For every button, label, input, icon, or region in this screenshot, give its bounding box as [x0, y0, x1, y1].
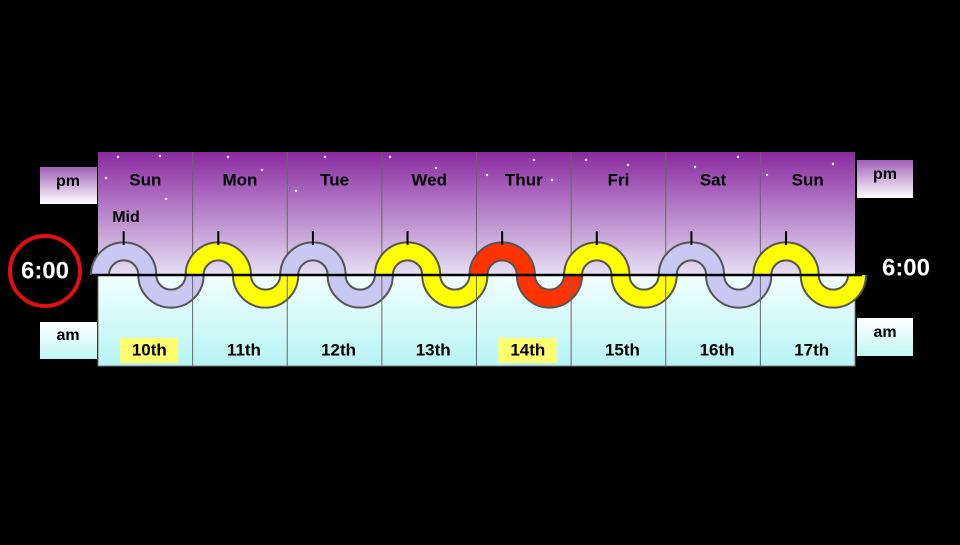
am-box	[857, 318, 913, 356]
pm-label: pm	[873, 166, 897, 183]
day-label: Wed	[411, 170, 447, 189]
date-label: 10th	[132, 340, 167, 359]
day-label: Sun	[792, 170, 824, 189]
day-label: Tue	[320, 170, 349, 189]
pm-label: pm	[56, 173, 80, 190]
am-label: am	[873, 324, 896, 341]
date-label: 17th	[794, 340, 829, 359]
day-label: Mon	[222, 170, 257, 189]
date-label: 14th	[510, 340, 545, 359]
day-label: Thur	[505, 170, 543, 189]
time-label: 6:00	[882, 254, 930, 281]
date-highlight	[120, 338, 178, 363]
midnight-label: Mid	[112, 209, 140, 226]
date-label: 12th	[321, 340, 356, 359]
day-label: Fri	[608, 170, 630, 189]
stars	[104, 154, 835, 201]
date-highlight	[498, 338, 557, 363]
pm-box	[857, 160, 913, 198]
time-label: 6:00	[21, 257, 69, 284]
am-box	[40, 322, 97, 359]
date-label: 13th	[416, 340, 451, 359]
date-label: 15th	[605, 340, 640, 359]
am-label: am	[56, 327, 79, 344]
date-label: 11th	[227, 340, 261, 359]
date-label: 16th	[700, 340, 735, 359]
pm-box	[40, 167, 97, 204]
time-circle	[8, 234, 82, 308]
day-label: Sun	[129, 170, 161, 189]
day-label: Sat	[700, 170, 727, 189]
